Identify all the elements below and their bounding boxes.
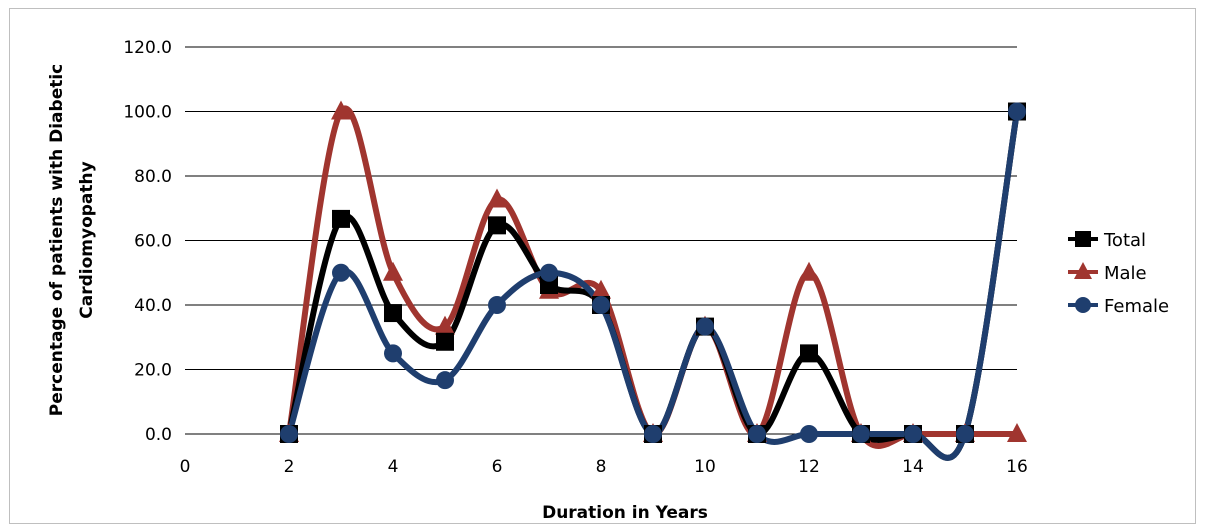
data-point-male <box>799 261 819 281</box>
data-point-male <box>487 188 507 208</box>
x-tick-label: 4 <box>388 457 399 477</box>
y-tick-label: 100.0 <box>123 103 172 123</box>
data-point-female <box>488 296 506 314</box>
y-tick-label: 120.0 <box>123 38 172 58</box>
legend-label-female: Female <box>1104 296 1169 317</box>
x-axis-ticks: 0 2 4 6 8 10 12 14 16 <box>180 457 1028 477</box>
gridlines <box>185 46 1017 435</box>
legend-marker-male <box>1074 262 1092 279</box>
data-point-female <box>748 425 766 443</box>
x-tick-label: 6 <box>492 457 503 477</box>
x-tick-label: 16 <box>1006 457 1028 477</box>
data-point-male <box>591 279 611 299</box>
legend-marker-total <box>1075 231 1091 247</box>
data-point-male <box>331 100 351 120</box>
data-point-female <box>1008 102 1026 121</box>
y-axis-title-line-2: Cardiomyopathy <box>77 161 97 318</box>
legend-marker-female <box>1075 297 1091 313</box>
data-point-female <box>644 425 662 443</box>
data-point-female <box>592 296 610 314</box>
data-point-total <box>384 304 402 323</box>
data-point-total <box>436 332 454 351</box>
data-point-female <box>280 425 298 443</box>
y-axis-title-line-1: Percentage of patients with Diabetic <box>47 64 67 417</box>
markers-group <box>279 100 1027 443</box>
x-tick-label: 2 <box>284 457 295 477</box>
data-point-female <box>436 371 454 390</box>
y-axis-ticks: 0.0 20.0 40.0 60.0 80.0 100.0 120.0 <box>123 38 172 445</box>
data-point-male <box>383 261 403 281</box>
series-group <box>286 105 1020 461</box>
x-tick-label: 12 <box>798 457 820 477</box>
y-tick-label: 0.0 <box>145 425 172 445</box>
data-point-female <box>696 317 714 336</box>
x-tick-label: 0 <box>180 457 191 477</box>
data-point-male <box>435 315 455 335</box>
y-tick-label: 20.0 <box>134 361 172 381</box>
legend-label-total: Total <box>1103 230 1146 251</box>
x-axis-title: Duration in Years <box>542 503 708 523</box>
data-point-female <box>384 344 402 363</box>
data-point-total <box>332 209 350 228</box>
y-tick-label: 60.0 <box>134 232 172 252</box>
legend: Total Male Female <box>1068 230 1169 317</box>
legend-label-male: Male <box>1104 263 1147 284</box>
y-tick-label: 80.0 <box>134 167 172 187</box>
data-point-female <box>332 263 350 282</box>
data-point-female <box>904 425 922 443</box>
data-point-total <box>488 216 506 235</box>
x-tick-label: 8 <box>596 457 607 477</box>
data-point-female <box>852 425 870 443</box>
data-point-female <box>800 425 818 443</box>
y-axis-title: Percentage of patients with Diabetic Car… <box>47 64 97 417</box>
data-point-male <box>1007 423 1027 442</box>
data-point-female <box>540 263 558 282</box>
y-tick-label: 40.0 <box>134 296 172 316</box>
x-tick-label: 10 <box>694 457 716 477</box>
data-point-female <box>956 425 974 443</box>
x-tick-label: 14 <box>902 457 924 477</box>
data-point-total <box>800 344 818 363</box>
